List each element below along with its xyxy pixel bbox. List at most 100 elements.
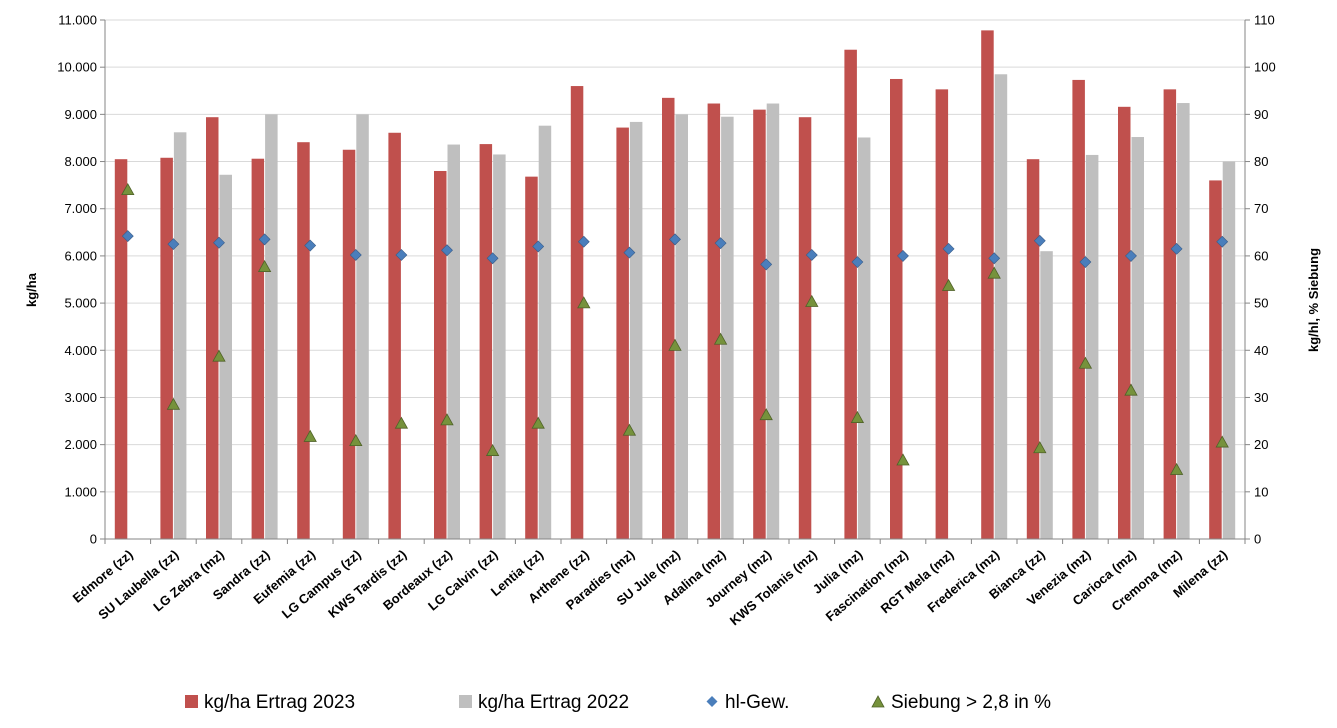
- triangle-marker: [303, 429, 317, 442]
- bars: [114, 30, 1236, 540]
- y-tick-label: 1.000: [64, 484, 97, 499]
- bar: [356, 114, 369, 539]
- y2-tick-label: 100: [1254, 60, 1276, 75]
- triangle-marker: [850, 410, 865, 423]
- bar: [479, 144, 493, 539]
- bar: [570, 86, 584, 540]
- bar: [753, 109, 766, 540]
- triangle-marker: [485, 443, 500, 456]
- diamond-marker: [1033, 234, 1046, 247]
- y-tick-label: 8.000: [64, 154, 97, 169]
- triangle-marker: [941, 278, 956, 291]
- y-tick-label: 4.000: [64, 343, 97, 358]
- bar: [675, 114, 688, 539]
- bar: [616, 127, 629, 539]
- bar: [844, 49, 857, 539]
- diamond-marker: [441, 244, 453, 257]
- triangle-marker: [713, 332, 728, 345]
- bar: [342, 149, 356, 539]
- bar: [1222, 161, 1236, 539]
- category-label: KWS Tardis (zz): [325, 547, 409, 621]
- bar: [629, 121, 643, 540]
- legend-label: Siebung > 2,8 in %: [891, 692, 1051, 713]
- y2-tick-label: 110: [1254, 13, 1275, 28]
- bar: [1131, 137, 1144, 539]
- diamond-marker: [851, 256, 864, 268]
- bar: [297, 142, 310, 539]
- bar: [1118, 106, 1131, 539]
- y-tick-label: 11.000: [58, 13, 97, 28]
- y-tick-label: 10.000: [57, 60, 97, 75]
- category-label: LG Campus (zz): [279, 547, 364, 622]
- diamond-marker: [486, 252, 499, 265]
- y2-tick-label: 10: [1254, 484, 1268, 499]
- bar: [265, 114, 278, 539]
- bar: [1085, 154, 1099, 539]
- diamond-marker: [988, 252, 1001, 265]
- axes: [100, 19, 1250, 544]
- category-label: Fascination (mz): [823, 547, 911, 624]
- bar: [388, 132, 401, 540]
- diamond-marker: [714, 237, 727, 250]
- bar: [1177, 103, 1190, 539]
- triangle-marker: [121, 183, 135, 196]
- bar: [1026, 159, 1040, 539]
- triangle-marker: [212, 349, 226, 362]
- triangle-marker: [1124, 383, 1138, 396]
- y-tick-label: 9.000: [64, 107, 97, 122]
- bar: [1040, 251, 1053, 539]
- y2-tick-label: 20: [1254, 437, 1268, 452]
- y-tick-label: 0: [90, 532, 97, 547]
- bar: [981, 30, 994, 539]
- y2-tick-label: 30: [1254, 390, 1268, 405]
- diamond-marker: [669, 233, 681, 246]
- legend-swatch: [459, 695, 472, 708]
- diamond-marker: [532, 240, 545, 253]
- triangle-marker: [531, 416, 545, 429]
- diamond-marker: [395, 249, 408, 261]
- bar: [525, 176, 538, 540]
- bar: [219, 174, 232, 540]
- diamond-marker: [577, 235, 590, 248]
- diamond-marker: [304, 239, 317, 252]
- bar: [890, 78, 903, 540]
- y2-tick-label: 60: [1254, 248, 1268, 263]
- diamond-marker: [1170, 242, 1183, 255]
- bar: [173, 132, 187, 539]
- bar: [994, 74, 1008, 539]
- triangle-marker: [896, 453, 910, 466]
- triangle-marker: [577, 296, 591, 309]
- triangle-marker: [1215, 435, 1229, 448]
- bar: [1072, 79, 1085, 540]
- diamond-marker: [349, 249, 362, 261]
- y-tick-label: 6.000: [64, 248, 97, 263]
- bar: [721, 116, 734, 540]
- y2-tick-label: 90: [1254, 107, 1268, 122]
- y2-tick-label: 50: [1254, 296, 1268, 311]
- legend-swatch: [706, 696, 718, 707]
- triangle-marker: [805, 294, 819, 307]
- diamond-marker: [805, 249, 818, 261]
- triangle-marker: [987, 266, 1001, 279]
- legend-swatch: [871, 695, 885, 708]
- y-axis-title: kg/ha: [24, 272, 39, 307]
- diamond-marker: [897, 249, 909, 262]
- bar: [447, 144, 460, 539]
- bar: [434, 170, 447, 539]
- triangle-marker: [257, 259, 272, 272]
- y-tick-label: 3.000: [64, 390, 97, 405]
- bar: [206, 117, 219, 539]
- diamond-marker: [1216, 235, 1229, 248]
- bar: [160, 157, 173, 539]
- triangle-marker: [668, 338, 682, 351]
- diamond-marker: [623, 246, 636, 259]
- y2-tick-label: 40: [1254, 343, 1268, 358]
- bar: [707, 103, 721, 540]
- bar: [766, 103, 780, 540]
- diamond-marker: [258, 233, 271, 246]
- diamond-marker: [1125, 249, 1137, 262]
- bar: [114, 159, 128, 539]
- category-labels: Edmore (zz)SU Laubella (zz)LG Zebra (mz)…: [70, 547, 1230, 628]
- category-label: SU Laubella (zz): [95, 547, 181, 623]
